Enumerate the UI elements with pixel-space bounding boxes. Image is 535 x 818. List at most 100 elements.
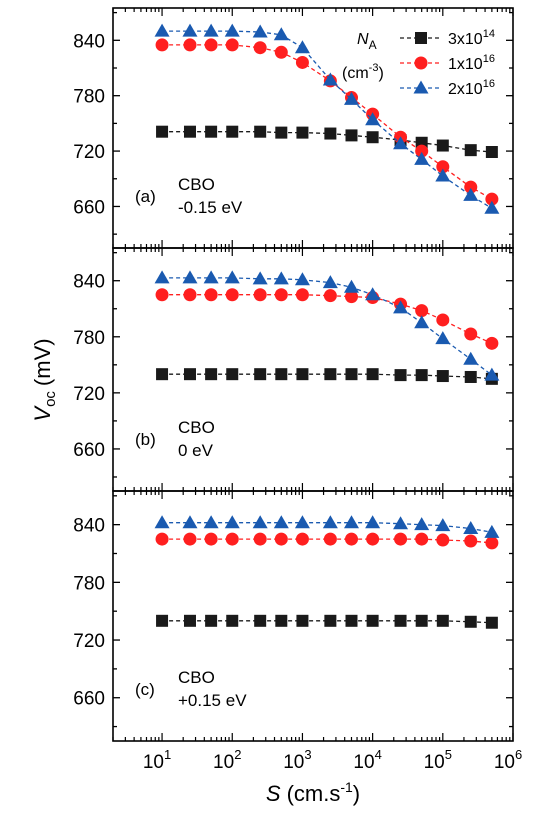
data-point — [436, 313, 450, 327]
data-point — [366, 614, 379, 627]
panel-frame — [112, 490, 514, 742]
data-point — [343, 515, 359, 529]
data-point — [203, 515, 219, 529]
data-point — [345, 368, 358, 381]
data-point — [203, 23, 219, 37]
data-point — [365, 515, 381, 529]
legend-header-symbol: N — [357, 31, 369, 48]
legend-label-2-base: 1x10 — [448, 56, 483, 73]
data-point — [394, 532, 408, 546]
data-point — [156, 125, 169, 138]
x-tick-label-exp: 6 — [515, 747, 522, 762]
data-point — [204, 532, 218, 546]
data-point — [296, 126, 309, 139]
data-point — [464, 180, 478, 194]
x-tick-label: 104 — [353, 747, 381, 773]
x-tick-label: 106 — [494, 747, 522, 773]
data-point — [464, 615, 477, 628]
data-point — [296, 614, 309, 627]
panel-label: (c) — [135, 680, 155, 699]
panel-annotation-cbo: CBO — [178, 175, 215, 194]
x-tick-label: 101 — [143, 747, 171, 773]
legend: NA (cm-3) 3x1014 1x1016 2x1016 — [342, 28, 495, 98]
x-axis-title-symbol: S — [266, 781, 281, 806]
series-line — [162, 30, 493, 209]
y-tick-label: 660 — [73, 689, 105, 710]
data-point — [205, 614, 218, 627]
data-point — [415, 369, 428, 382]
data-point — [393, 516, 409, 530]
data-point — [156, 368, 169, 381]
y-axis-title: Voc (mV) — [30, 338, 59, 421]
data-point — [343, 91, 359, 105]
legend-entry-3: 2x1016 — [400, 78, 495, 98]
data-point — [484, 367, 500, 381]
y-tick-label: 780 — [73, 87, 105, 108]
data-point — [394, 369, 407, 382]
data-point — [435, 168, 451, 182]
y-axis-title-unit: (mV) — [30, 338, 55, 386]
y-tick-label: 720 — [73, 142, 105, 163]
data-point — [435, 518, 451, 532]
data-point — [204, 38, 218, 52]
data-point — [484, 524, 500, 538]
data-point — [183, 38, 197, 52]
data-point — [435, 331, 451, 345]
y-tick-label: 840 — [73, 272, 105, 293]
panel-label: (a) — [135, 187, 156, 206]
data-point — [366, 368, 379, 381]
x-tick-label: 102 — [213, 747, 241, 773]
x-axis-title-unit-sup: -1 — [340, 779, 353, 795]
data-point — [274, 532, 288, 546]
data-point — [415, 144, 429, 158]
data-point — [415, 304, 429, 318]
panel-frame — [112, 247, 514, 492]
panel-annotation-cbo: CBO — [178, 418, 215, 437]
data-point — [183, 288, 197, 302]
y-tick-label: 840 — [73, 516, 105, 537]
data-point — [436, 139, 449, 152]
data-point — [324, 368, 337, 381]
data-point — [295, 532, 309, 546]
data-point — [485, 192, 499, 206]
data-point — [436, 614, 449, 627]
data-point — [225, 532, 239, 546]
legend-marker-2 — [414, 56, 428, 70]
data-point — [464, 534, 478, 548]
data-point — [324, 614, 337, 627]
data-point — [436, 370, 449, 383]
series-3 — [154, 270, 500, 381]
data-point — [463, 187, 479, 201]
x-tick-label-exp: 3 — [304, 747, 311, 762]
series-1 — [156, 125, 498, 158]
x-axis-title-unit: (cm.s — [287, 781, 341, 806]
data-point — [253, 41, 267, 55]
data-point — [365, 287, 381, 301]
data-point — [436, 533, 450, 547]
data-point — [393, 136, 409, 150]
data-point — [415, 614, 428, 627]
chart-panels: 660 720 780 840 (a) CBO -0.15 eV 660 720 780 840 (b… — [73, 7, 522, 773]
x-tick-label-base: 10 — [353, 752, 374, 773]
x-tick-label-exp: 5 — [445, 747, 452, 762]
data-point — [345, 129, 358, 142]
panel-annotation-value: -0.15 eV — [178, 198, 243, 217]
x-tick-label-base: 10 — [494, 752, 515, 773]
data-point — [183, 125, 196, 138]
data-point — [226, 125, 239, 138]
legend-label-3-exp: 16 — [483, 78, 495, 90]
data-point — [485, 536, 499, 550]
data-point — [204, 288, 218, 302]
data-point — [252, 515, 268, 529]
x-tick-label-exp: 2 — [234, 747, 241, 762]
legend-header-unit: (cm-3) — [342, 62, 384, 82]
y-tick-label: 780 — [73, 573, 105, 594]
x-tick-label-base: 10 — [424, 752, 445, 773]
series-2 — [155, 532, 499, 550]
data-point — [155, 38, 169, 52]
data-point — [254, 614, 267, 627]
series-3 — [154, 515, 500, 538]
data-point — [366, 532, 380, 546]
